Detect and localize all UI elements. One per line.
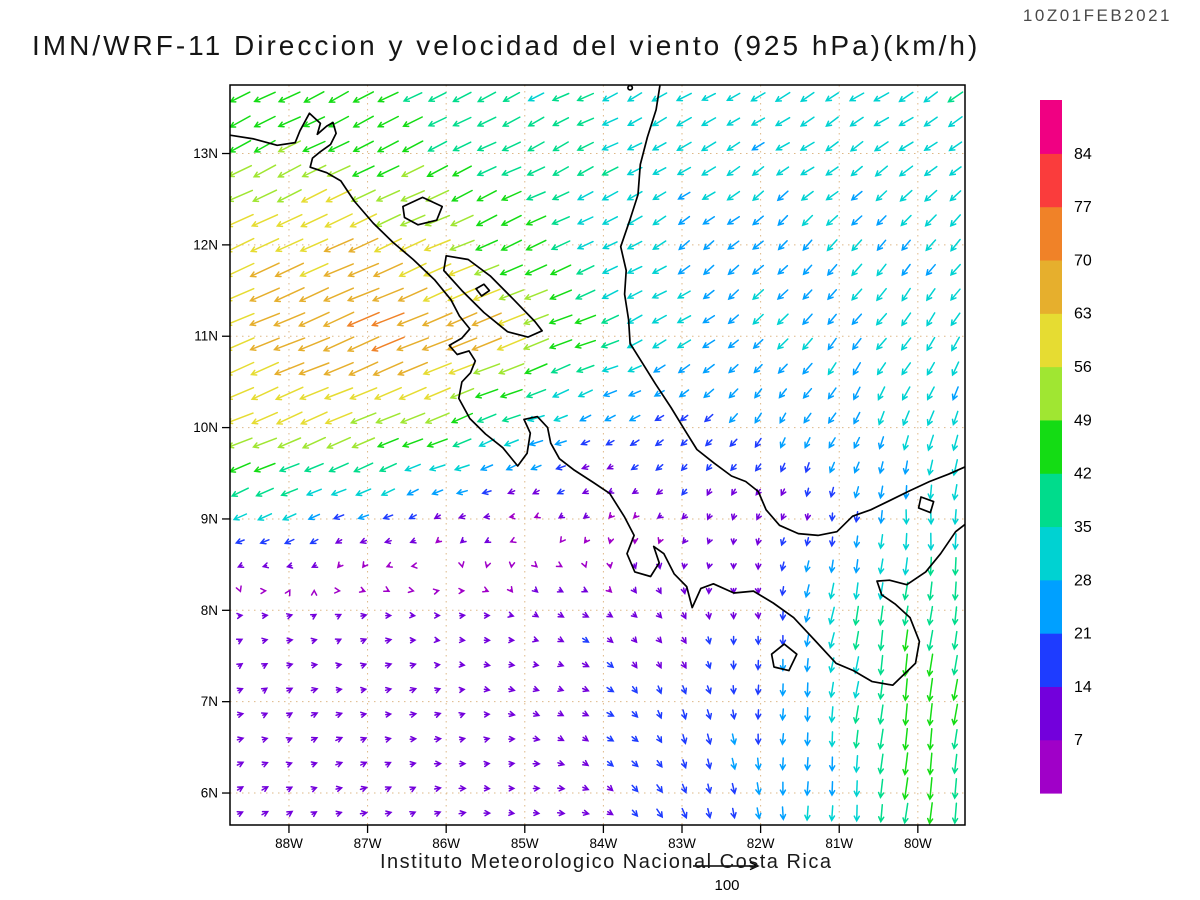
colorbar-label: 49 bbox=[1074, 412, 1092, 429]
colorbar-segment bbox=[1040, 633, 1062, 687]
colorbar-label: 14 bbox=[1074, 679, 1092, 696]
colorbar-label: 84 bbox=[1074, 146, 1092, 163]
colorbar-label: 56 bbox=[1074, 359, 1092, 376]
lon-axis-label: 85W bbox=[511, 836, 539, 851]
colorbar-label: 35 bbox=[1074, 519, 1092, 536]
lon-axis-label: 87W bbox=[354, 836, 382, 851]
lon-axis-label: 84W bbox=[590, 836, 618, 851]
lon-axis-label: 81W bbox=[825, 836, 853, 851]
colorbar-segment bbox=[1040, 686, 1062, 741]
lat-axis-label: 6N bbox=[201, 786, 218, 801]
colorbar-label: 7 bbox=[1074, 732, 1083, 749]
lat-axis-label: 13N bbox=[193, 146, 218, 161]
lon-axis-label: 88W bbox=[275, 836, 303, 851]
colorbar-segment bbox=[1040, 259, 1062, 314]
colorbar-segment bbox=[1040, 579, 1062, 634]
lat-axis-label: 10N bbox=[193, 420, 218, 435]
colorbar-segment bbox=[1040, 313, 1062, 368]
colorbar-label: 70 bbox=[1074, 252, 1092, 269]
colorbar-segment bbox=[1040, 366, 1062, 421]
lat-lon-gridlines bbox=[230, 85, 965, 825]
lat-axis-label: 9N bbox=[201, 511, 218, 526]
colorbar-segment bbox=[1040, 419, 1062, 474]
colorbar-segment bbox=[1040, 526, 1062, 581]
coastlines bbox=[230, 85, 965, 687]
lon-axis-label: 82W bbox=[747, 836, 775, 851]
colorbar-label: 77 bbox=[1074, 199, 1092, 216]
colorbar-segment bbox=[1040, 100, 1062, 154]
colorbar-segment bbox=[1040, 739, 1062, 794]
colorbar-label: 42 bbox=[1074, 466, 1092, 483]
lat-axis-label: 8N bbox=[201, 603, 218, 618]
colorbar-segment bbox=[1040, 153, 1062, 208]
wind-vectors bbox=[230, 90, 964, 825]
attribution-text: Instituto Meteorologico Nacional Costa R… bbox=[380, 851, 833, 873]
chart-title: IMN/WRF-11 Direccion y velocidad del vie… bbox=[32, 30, 981, 61]
colorbar: 7 14 21 28 35 42 49 56 63 70 77 84 bbox=[1040, 100, 1092, 794]
lon-axis-label: 80W bbox=[904, 836, 932, 851]
colorbar-segment bbox=[1040, 206, 1062, 261]
lat-axis-label: 11N bbox=[194, 329, 218, 344]
lon-axis-label: 86W bbox=[432, 836, 460, 851]
colorbar-segment bbox=[1040, 473, 1062, 528]
map-border bbox=[229, 84, 966, 826]
colorbar-label: 28 bbox=[1074, 572, 1092, 589]
run-timestamp: 10Z01FEB2021 bbox=[1022, 6, 1172, 25]
lat-axis-label: 7N bbox=[201, 694, 218, 709]
lon-axis-label: 83W bbox=[668, 836, 696, 851]
reference-vector: 100 bbox=[693, 861, 760, 894]
reference-vector-label: 100 bbox=[714, 877, 739, 894]
reference-arrow-icon bbox=[693, 861, 760, 871]
colorbar-label: 63 bbox=[1074, 306, 1092, 323]
colorbar-label: 21 bbox=[1074, 626, 1092, 643]
lat-axis-label: 12N bbox=[193, 237, 218, 252]
